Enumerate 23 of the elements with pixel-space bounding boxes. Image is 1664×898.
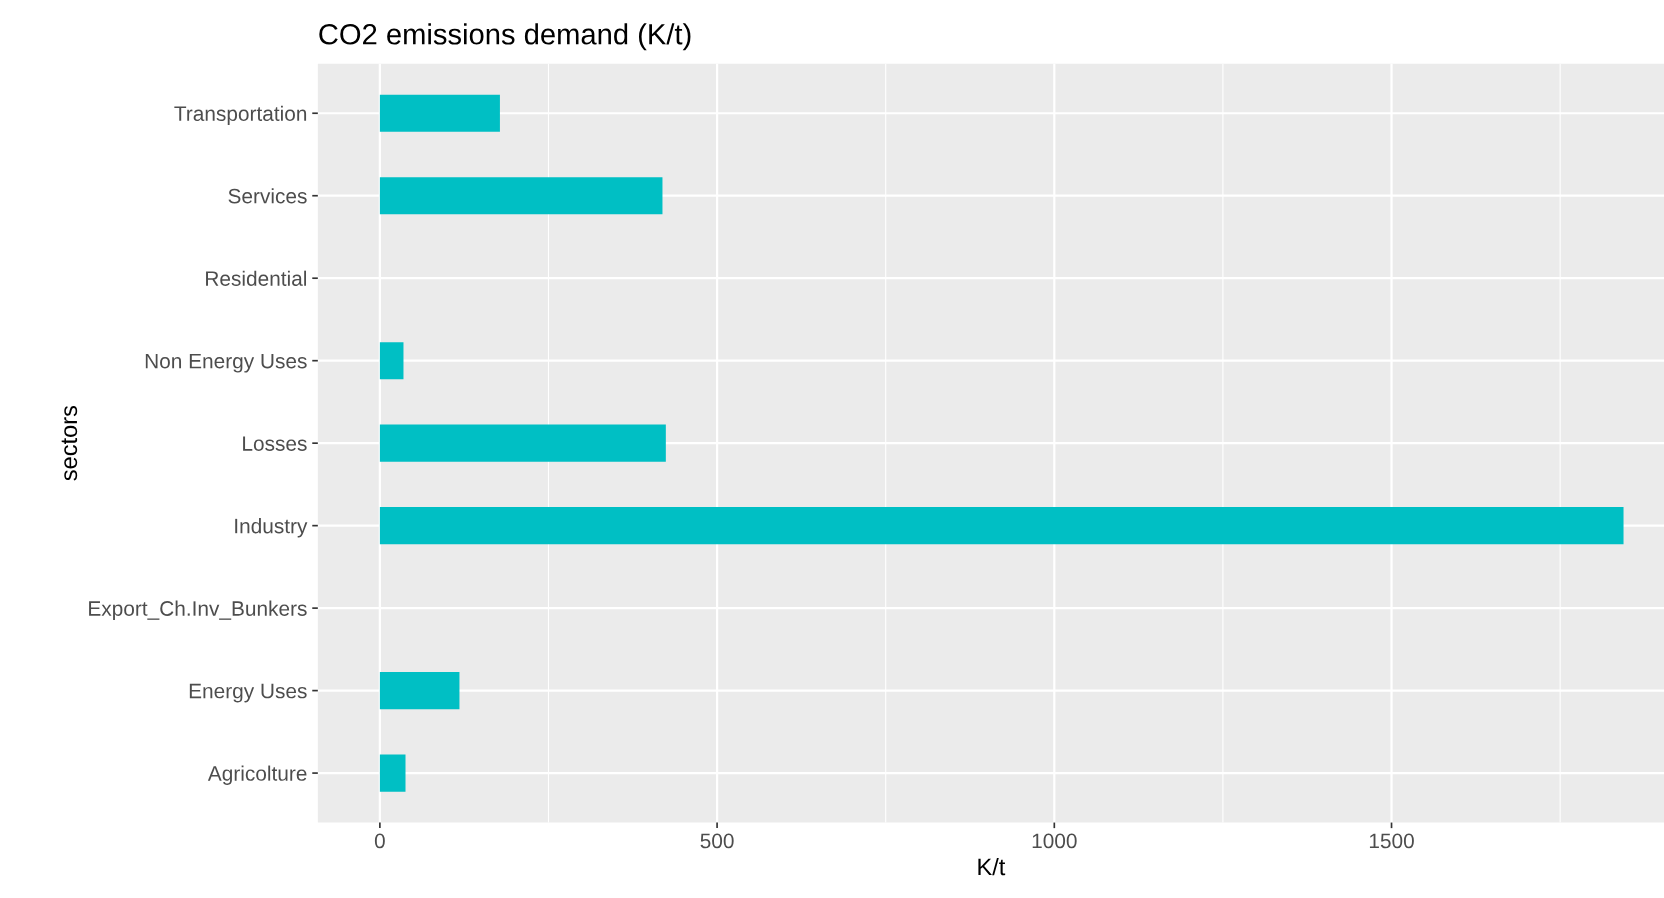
y-tick-label: Agricolture: [207, 765, 307, 785]
bar: [379, 342, 404, 380]
y-tick-label: Energy Uses: [189, 683, 307, 703]
bar: [379, 507, 1624, 545]
y-tick-label: Non Energy Uses: [145, 353, 307, 373]
bar: [379, 177, 663, 215]
y-tick-label: Residential: [206, 270, 307, 286]
x-tick-label: 0: [374, 833, 385, 849]
y-tick-label: Industry: [235, 518, 308, 538]
y-tick-label: Losses: [243, 436, 307, 451]
y-axis-title: sectors: [61, 405, 78, 481]
y-tick-label: Services: [228, 188, 307, 204]
bar: [379, 424, 666, 462]
bar: [379, 94, 500, 132]
x-tick-label: 1500: [1369, 833, 1414, 849]
chart-title: CO2 emissions demand (K/t): [319, 23, 691, 51]
x-tick-label: 1000: [1032, 833, 1077, 849]
x-axis-title: K/t: [978, 857, 1006, 876]
y-tick-label: Export_Ch.Inv_Bunkers: [89, 600, 307, 620]
x-tick-label: 500: [700, 833, 734, 849]
y-tick-label: Transportation: [174, 105, 307, 126]
bar: [379, 672, 460, 710]
bar: [379, 754, 406, 792]
